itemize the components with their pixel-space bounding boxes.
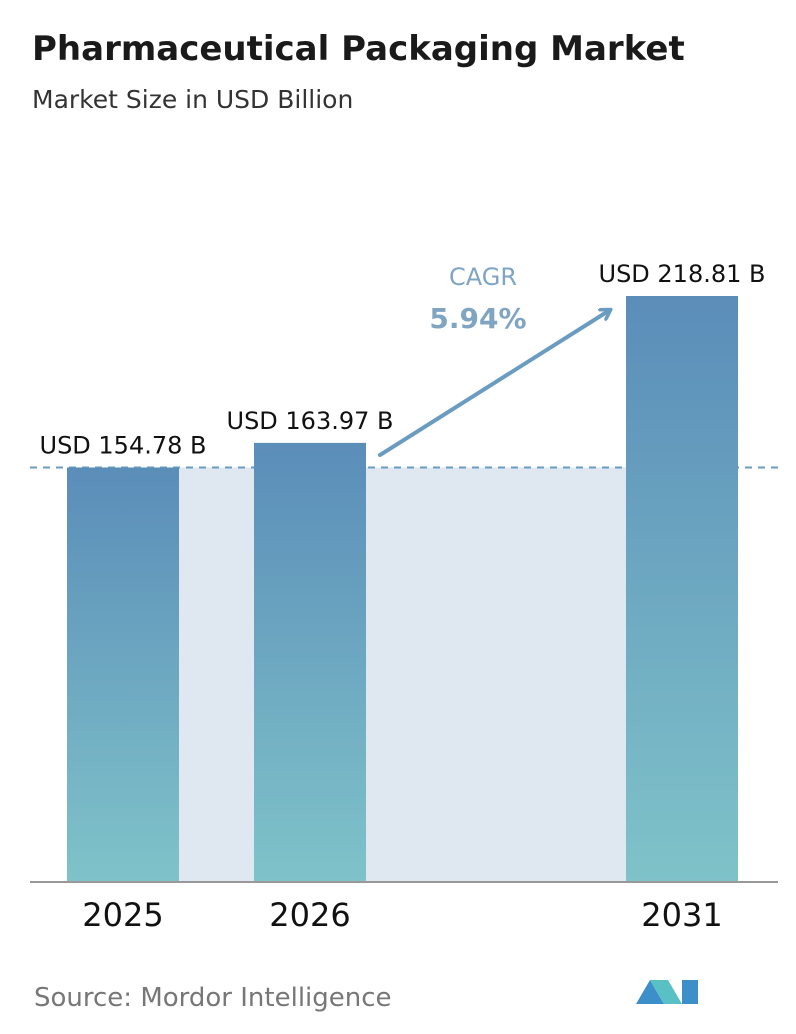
x-tick-label: 2031	[641, 896, 722, 934]
logo	[636, 980, 698, 1004]
cagr-label: CAGR	[449, 263, 517, 291]
value-label: USD 218.81 B	[599, 260, 766, 288]
value-label: USD 163.97 B	[227, 407, 394, 435]
value-label: USD 154.78 B	[40, 431, 207, 459]
cagr-value: 5.94%	[429, 302, 526, 335]
chart-title: Pharmaceutical Packaging Market	[32, 29, 685, 69]
source: Source: Mordor Intelligence	[34, 983, 392, 1013]
x-tick-label: 2025	[82, 896, 163, 934]
bar	[254, 442, 366, 882]
cagr-arrow	[378, 310, 610, 457]
x-tick-label: 2026	[269, 896, 350, 934]
reference-band	[123, 467, 682, 882]
plot-area: USD 154.78 B 2025 USD 163.97 B 2026 USD 218.…	[30, 260, 780, 934]
bar	[626, 296, 738, 882]
chart-subtitle: Market Size in USD Billion	[32, 85, 353, 114]
bar	[67, 467, 179, 882]
